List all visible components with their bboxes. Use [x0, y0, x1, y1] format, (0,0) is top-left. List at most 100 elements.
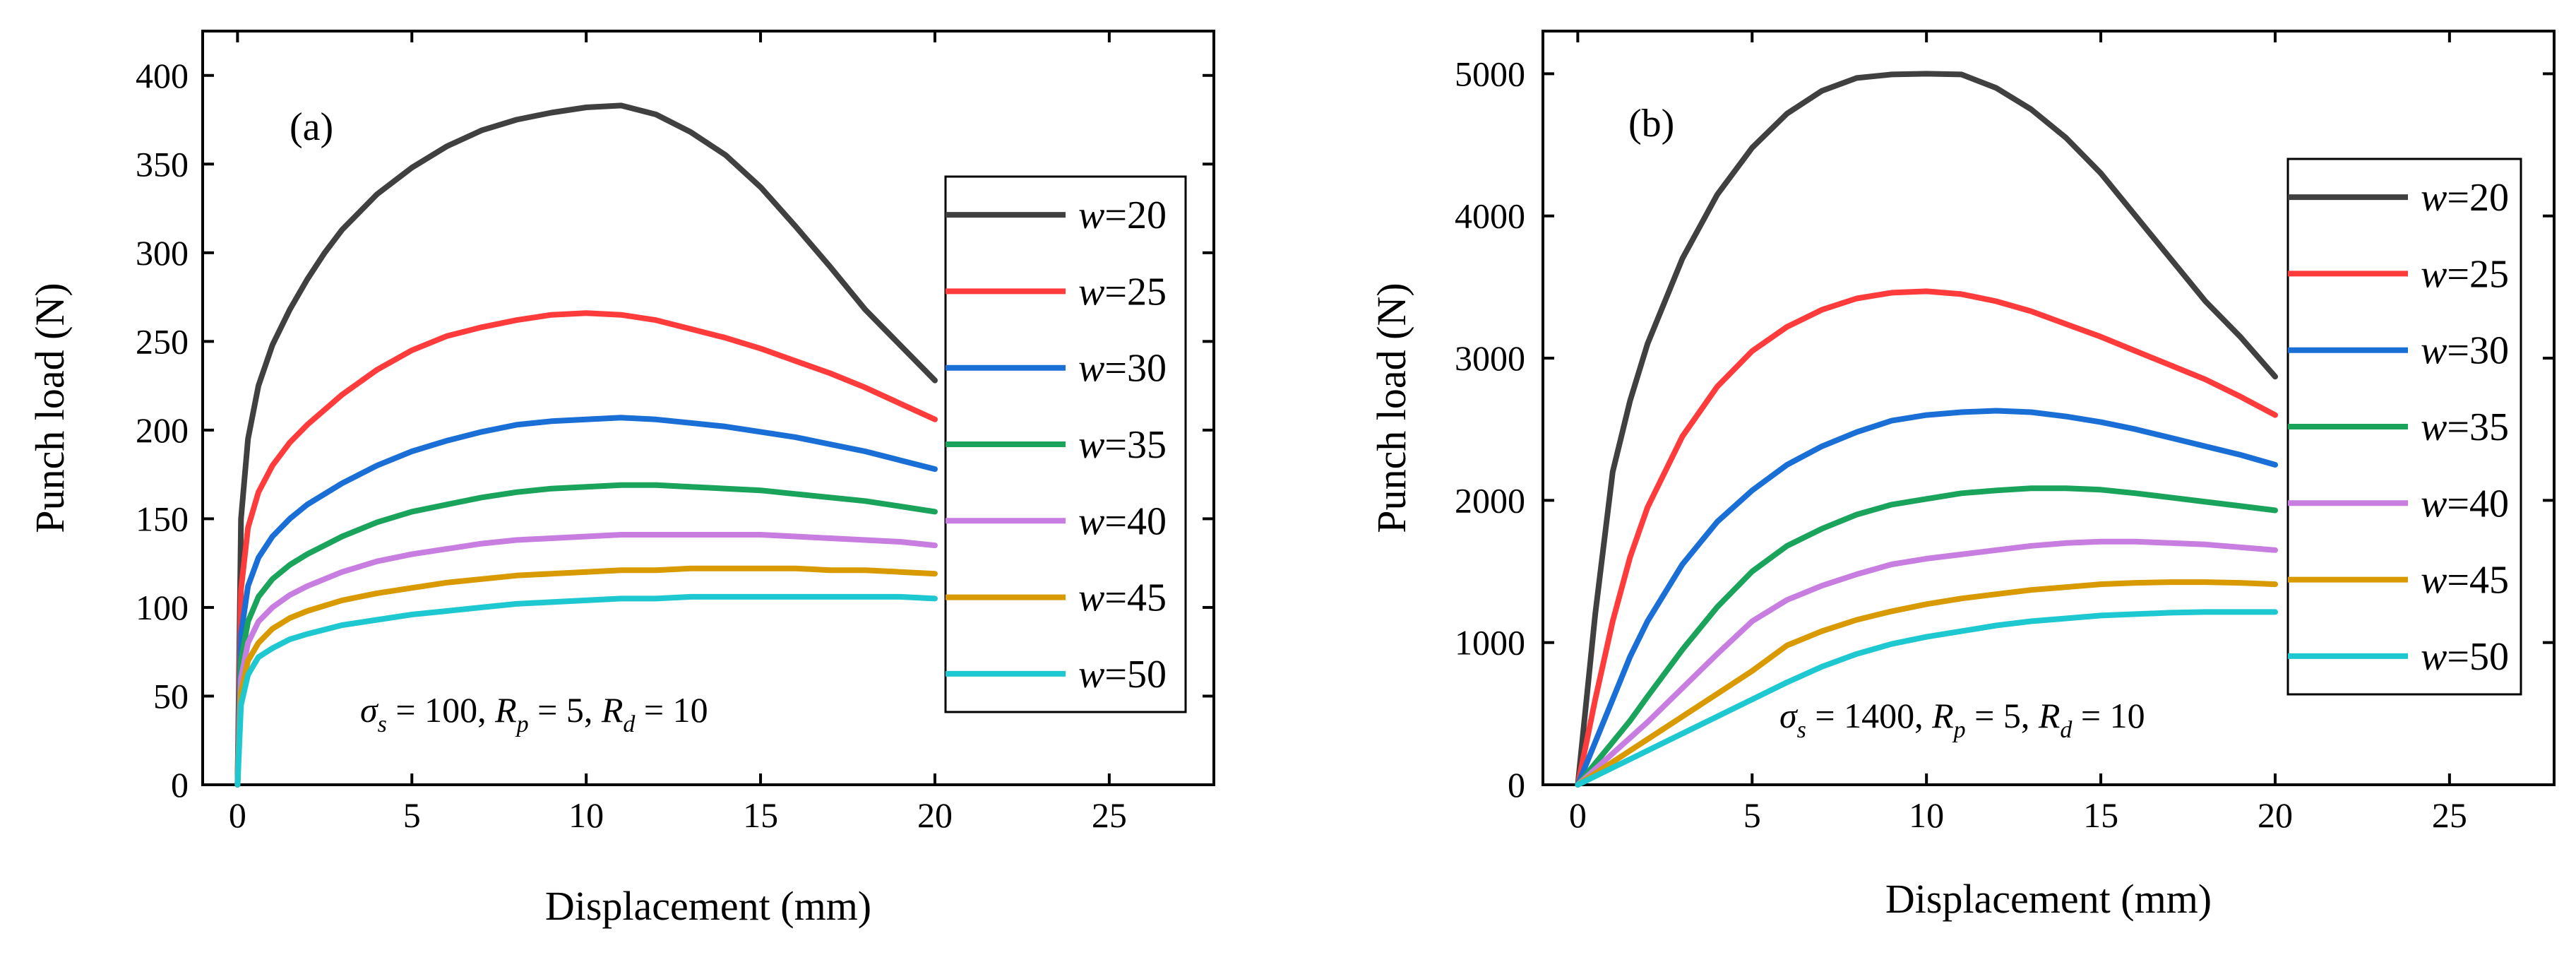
- legend-label-w=30: w=30: [1078, 347, 1167, 391]
- legend-label-w=45: w=45: [2421, 559, 2509, 603]
- y-axis-title: Punch load (N): [27, 283, 73, 533]
- anno-sigma: σ: [1779, 696, 1799, 735]
- legend-var: w: [1078, 270, 1104, 314]
- legend-label-w=35: w=35: [1078, 423, 1167, 467]
- x-tick-label: 15: [2083, 795, 2118, 835]
- anno-eq2: = 5,: [529, 690, 602, 730]
- anno-eq1: = 100,: [387, 690, 495, 730]
- legend-value: =50: [2447, 635, 2509, 679]
- y-tick-label: 400: [136, 56, 189, 95]
- legend-value: =25: [2447, 252, 2509, 296]
- legend-var: w: [1078, 653, 1104, 696]
- legend-value: =30: [1104, 347, 1167, 391]
- x-axis-title: Displacement (mm): [545, 883, 871, 929]
- series-line-w=40: [1575, 538, 2278, 788]
- x-tick-label: 20: [2258, 795, 2293, 835]
- y-tick-label: 5000: [1455, 54, 1525, 93]
- legend-value: =30: [2447, 329, 2509, 373]
- parameter-annotation: σs = 100, Rp = 5, Rd = 10: [360, 690, 708, 737]
- legend-label-w=45: w=45: [1078, 576, 1167, 620]
- anno-eq2: = 5,: [1966, 696, 2039, 735]
- legend: w=20w=25w=30w=35w=40w=45w=50: [2286, 158, 2522, 696]
- parameter-annotation: σs = 1400, Rp = 5, Rd = 10: [1779, 696, 2145, 743]
- series-line-w=45: [234, 565, 938, 788]
- x-tick-label: 5: [1743, 795, 1761, 835]
- y-tick-label: 350: [136, 144, 189, 184]
- x-tick-label: 5: [403, 795, 421, 835]
- anno-R1: R: [494, 690, 517, 730]
- y-tick-label: 300: [136, 233, 189, 273]
- anno-sigma: σ: [360, 690, 379, 730]
- legend-var: w: [1078, 576, 1104, 620]
- legend-value: =35: [2447, 405, 2509, 449]
- legend-label-w=20: w=20: [2421, 176, 2509, 220]
- series-line-w=40: [234, 532, 938, 788]
- anno-eq3: = 10: [2072, 696, 2145, 735]
- series-line-w=35: [234, 482, 938, 788]
- legend-var: w: [2421, 405, 2447, 449]
- y-tick-label: 200: [136, 410, 189, 450]
- y-tick-label: 0: [1508, 765, 1525, 805]
- legend-value: =20: [2447, 176, 2509, 220]
- anno-sub-s: s: [378, 711, 387, 737]
- chart-panel-a: 0 5 10 15 20 25050100150200250300350400Displa…: [27, 30, 1215, 929]
- series-line-w=45: [1575, 579, 2278, 788]
- legend-value: =40: [2447, 482, 2509, 526]
- legend-label-w=25: w=25: [1078, 270, 1167, 314]
- legend-label-w=25: w=25: [2421, 252, 2509, 296]
- legend-value: =45: [2447, 559, 2509, 603]
- anno-eq1: = 1400,: [1806, 696, 1932, 735]
- x-tick-label: 10: [1909, 795, 1944, 835]
- legend-label-w=30: w=30: [2421, 329, 2509, 373]
- plot-frame: [1542, 30, 2556, 786]
- y-tick-label: 4000: [1455, 196, 1525, 236]
- anno-sub-p: p: [1952, 717, 1966, 743]
- anno-R1: R: [1931, 696, 1954, 735]
- y-tick-label: 3000: [1455, 338, 1525, 378]
- legend-var: w: [2421, 482, 2447, 526]
- legend-var: w: [1078, 347, 1104, 391]
- legend-label-w=35: w=35: [2421, 405, 2509, 449]
- y-tick-label: 0: [171, 765, 189, 805]
- legend-var: w: [2421, 635, 2447, 679]
- y-tick-label: 100: [136, 588, 189, 627]
- series-line-w=20: [1575, 71, 2278, 788]
- x-tick-label: 25: [2432, 795, 2467, 835]
- legend-label-w=50: w=50: [2421, 635, 2509, 679]
- x-axis-title: Displacement (mm): [1885, 876, 2212, 922]
- x-tick-label: 20: [917, 795, 953, 835]
- series-line-w=20: [234, 102, 938, 788]
- legend-var: w: [2421, 176, 2447, 220]
- x-tick-label: 25: [1092, 795, 1127, 835]
- x-tick-label: 15: [743, 795, 778, 835]
- plot-frame: [201, 30, 1215, 786]
- series-line-w=30: [234, 415, 938, 788]
- legend: w=20w=25w=30w=35w=40w=45w=50: [944, 175, 1187, 713]
- panel-label: (b): [1628, 102, 1674, 146]
- series-line-w=30: [1575, 408, 2278, 788]
- legend-value: =25: [1104, 270, 1167, 314]
- anno-sub-p: p: [515, 711, 529, 737]
- y-tick-label: 2000: [1455, 480, 1525, 520]
- series-line-w=50: [234, 593, 938, 788]
- anno-R2: R: [2038, 696, 2061, 735]
- anno-sub-s: s: [1797, 717, 1806, 743]
- anno-eq3: = 10: [635, 690, 708, 730]
- legend-label-w=40: w=40: [2421, 482, 2509, 526]
- y-tick-label: 150: [136, 499, 189, 538]
- legend-var: w: [1078, 194, 1104, 237]
- x-tick-label: 0: [229, 795, 246, 835]
- anno-R2: R: [601, 690, 624, 730]
- series-line-w=50: [1575, 609, 2278, 788]
- legend-label-w=40: w=40: [1078, 499, 1167, 543]
- y-tick-label: 50: [153, 676, 189, 716]
- legend-var: w: [2421, 329, 2447, 373]
- panel-label: (a): [290, 105, 333, 149]
- x-tick-label: 0: [1569, 795, 1587, 835]
- anno-sub-d: d: [2060, 717, 2073, 743]
- chart-panel-b: 0 5 10 15 20 25 0 1000 2000 3000 4000 5000 Displacem…: [1368, 30, 2556, 922]
- series-line-w=25: [1575, 288, 2278, 788]
- y-tick-label: 250: [136, 321, 189, 361]
